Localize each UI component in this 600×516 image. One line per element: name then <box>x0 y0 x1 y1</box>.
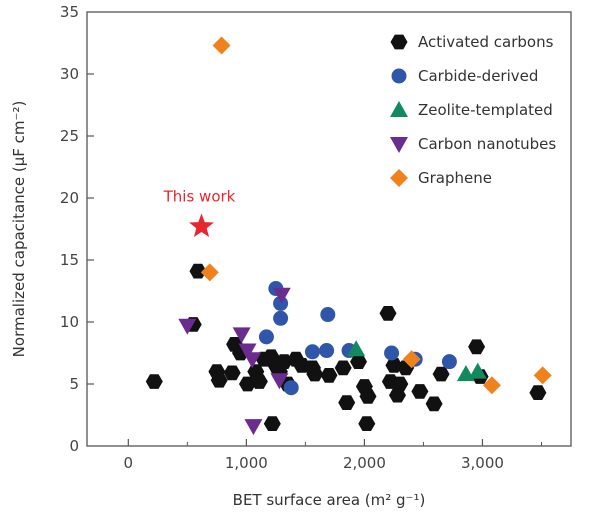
activated-carbons-point <box>250 374 268 389</box>
carbide-derived-point <box>283 380 299 396</box>
activated-carbons-point <box>432 366 450 382</box>
carbide-derived-point <box>384 345 400 361</box>
activated-carbons-point <box>411 384 429 399</box>
graphene-point <box>402 350 421 369</box>
carbide-derived-point <box>273 310 289 326</box>
y-axis-title: Normalized capacitance (μF cm⁻²) <box>10 101 28 358</box>
activated-carbons-point <box>189 263 207 279</box>
legend-label: Carbide-derived <box>418 67 538 85</box>
legend-label: Activated carbons <box>418 33 554 51</box>
activated-carbons-point <box>389 387 406 403</box>
y-tick-label: 30 <box>60 65 79 83</box>
carbon-nanotubes-point <box>244 419 263 436</box>
x-tick-label: 2,000 <box>343 454 386 472</box>
y-tick-label: 20 <box>60 189 79 207</box>
this-work-label: This work <box>163 188 236 206</box>
legend-label: Graphene <box>418 169 492 187</box>
activated-carbons-point <box>263 416 281 431</box>
carbide-derived-point <box>320 307 336 323</box>
activated-carbons-point <box>529 385 547 400</box>
y-tick-label: 0 <box>69 437 79 455</box>
activated-carbons-point <box>391 376 409 392</box>
activated-carbons-point <box>334 360 352 376</box>
y-axis: 0 5 10 15 20 25 30 35 <box>60 3 94 455</box>
legend-marker <box>390 34 408 50</box>
carbon-nanotubes-point <box>243 352 262 369</box>
y-tick-label: 10 <box>60 313 79 331</box>
carbon-nanotubes-point <box>270 373 289 390</box>
x-axis-title: BET surface area (m² g⁻¹) <box>233 491 426 509</box>
activated-carbons-point <box>223 365 241 381</box>
zeolite-templated-point <box>347 340 366 357</box>
carbon-nanotubes-point <box>232 327 251 344</box>
y-tick-label: 35 <box>60 3 79 21</box>
y-tick-label: 15 <box>60 251 79 269</box>
carbide-derived-point <box>273 295 289 311</box>
graphene-point <box>212 36 231 55</box>
legend-label: Carbon nanotubes <box>418 135 556 153</box>
legend-marker <box>390 169 408 187</box>
series-graphene <box>200 36 552 395</box>
data-points <box>145 36 552 436</box>
activated-carbons-point <box>320 368 338 383</box>
zeolite-templated-point <box>468 362 487 379</box>
x-tick-label: 0 <box>124 454 134 472</box>
activated-carbons-point <box>359 389 377 404</box>
legend-marker <box>390 101 408 117</box>
activated-carbons-point <box>145 374 163 389</box>
y-tick-label: 25 <box>60 127 79 145</box>
legend: Activated carbons Carbide-derived Zeolite-… <box>390 33 556 187</box>
graphene-point <box>482 376 501 395</box>
legend-marker <box>391 68 407 84</box>
carbide-derived-point <box>319 343 335 359</box>
legend-item-zeolite-templated: Zeolite-templated <box>390 101 553 119</box>
legend-item-graphene: Graphene <box>390 169 492 187</box>
activated-carbons-point <box>350 354 367 369</box>
graphene-point <box>533 366 552 385</box>
this-work-annotation: This work <box>163 188 236 237</box>
x-tick-label: 1,000 <box>225 454 268 472</box>
x-tick-label: 3,000 <box>461 454 504 472</box>
series-zeolite-templated <box>347 340 487 382</box>
this-work-star <box>189 213 214 237</box>
legend-item-carbide-derived: Carbide-derived <box>391 67 538 85</box>
legend-item-carbon-nanotubes: Carbon nanotubes <box>390 135 556 153</box>
activated-carbons-point <box>358 416 376 431</box>
graphene-point <box>200 263 219 282</box>
activated-carbons-point <box>379 306 397 321</box>
y-tick-label: 5 <box>69 375 79 393</box>
series-activated-carbons <box>145 263 547 431</box>
carbon-nanotubes-point <box>238 343 257 360</box>
legend-item-activated-carbons: Activated carbons <box>390 33 554 51</box>
carbon-nanotubes-point <box>272 287 291 304</box>
carbon-nanotubes-point <box>178 318 197 335</box>
activated-carbons-point <box>338 395 356 410</box>
series-carbon-nanotubes <box>178 287 291 436</box>
activated-carbons-point <box>468 339 486 355</box>
x-axis: 0 1,000 2,000 3,000 <box>124 439 542 472</box>
carbide-derived-point <box>304 344 320 360</box>
legend-label: Zeolite-templated <box>418 101 553 119</box>
legend-marker <box>390 137 408 153</box>
plot-frame <box>86 11 572 447</box>
activated-carbons-point <box>210 372 228 388</box>
carbide-derived-point <box>441 354 457 370</box>
activated-carbons-point <box>425 396 443 412</box>
carbide-derived-point <box>258 329 274 345</box>
activated-carbons-point <box>306 366 324 382</box>
